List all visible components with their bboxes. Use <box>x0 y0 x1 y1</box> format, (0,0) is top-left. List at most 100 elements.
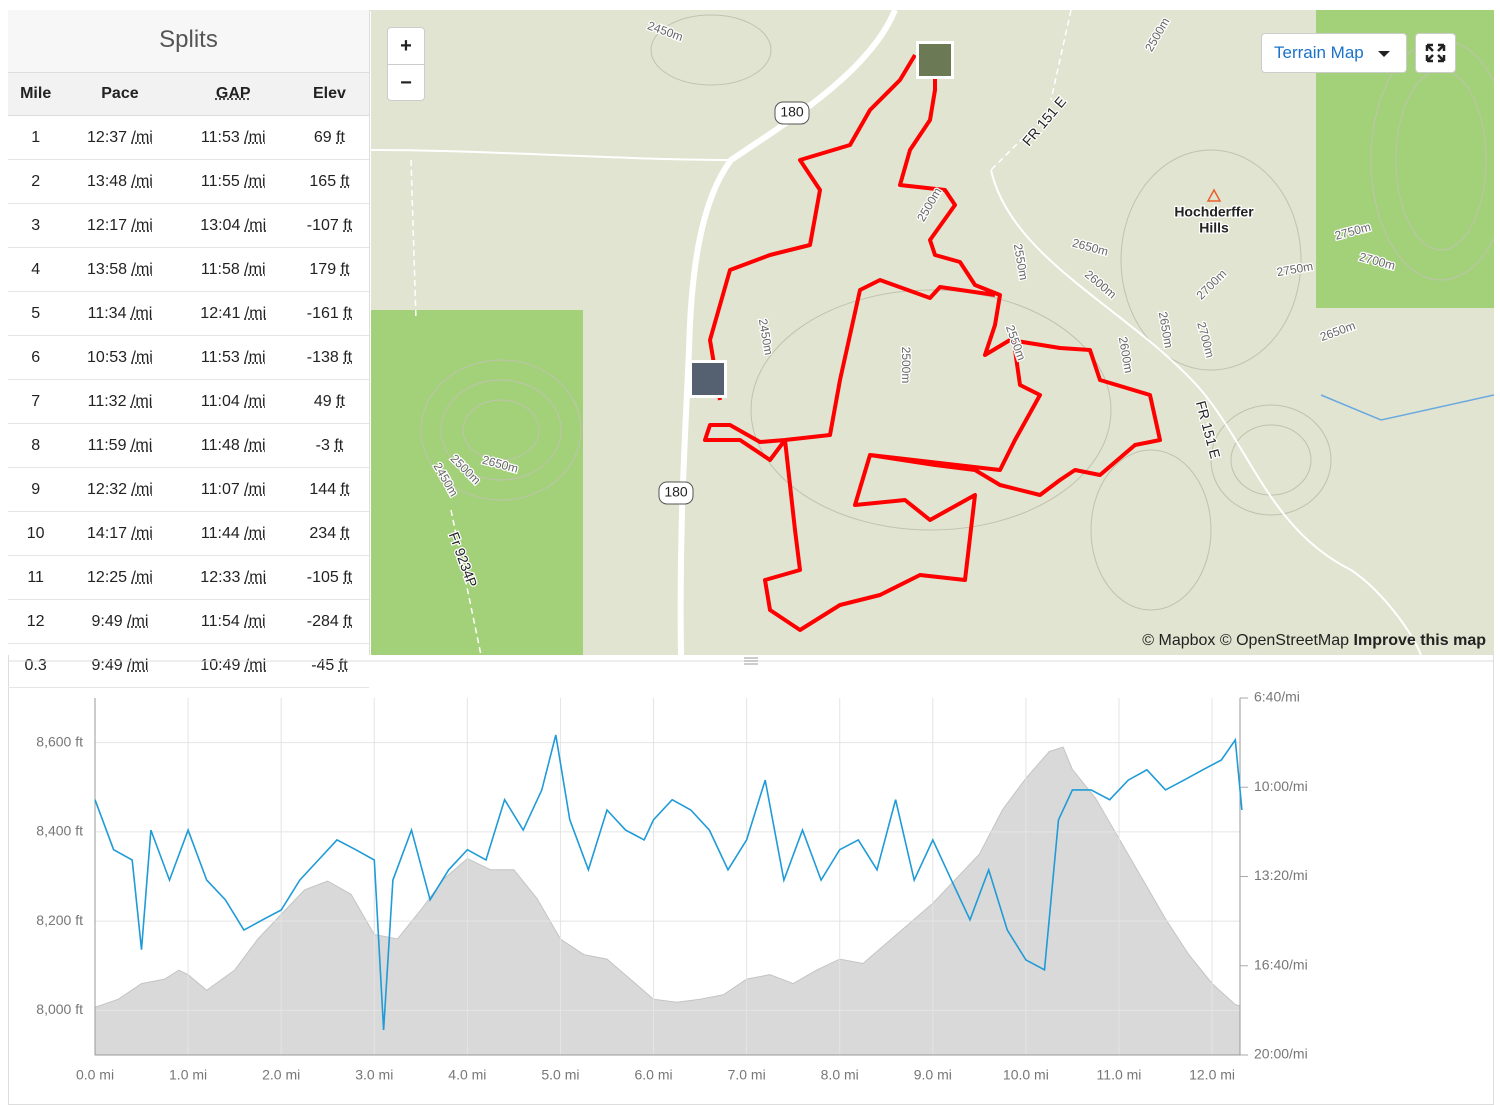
split-cell: 9 <box>8 467 64 512</box>
split-value: 13:58 <box>87 260 128 278</box>
improve-link[interactable]: Improve this map <box>1354 632 1487 649</box>
split-value: 12 <box>26 612 45 630</box>
split-cell: 1 <box>8 115 64 160</box>
split-cell: 5 <box>8 291 64 336</box>
caret <box>1377 51 1390 57</box>
split-value: 11:44 <box>200 524 240 542</box>
split-unit: /mi <box>130 436 153 454</box>
route-shield <box>774 101 810 125</box>
split-value: 11:53 <box>200 128 240 146</box>
split-cell: 13:04 /mi <box>176 203 290 248</box>
y2-tick-label: 10:00/mi <box>1254 778 1308 794</box>
split-unit: ft <box>340 172 350 190</box>
split-value: 9:49 <box>91 612 123 630</box>
split-value: 8 <box>31 436 41 454</box>
split-cell: 10:49 /mi <box>176 643 290 688</box>
split-unit: /mi <box>127 612 149 630</box>
elevation-area <box>94 746 1241 1056</box>
place-label: Hills <box>1199 220 1229 236</box>
fullscreen-button[interactable] <box>1415 33 1456 73</box>
split-unit: /mi <box>131 128 153 146</box>
zoom-in[interactable]: + <box>388 28 424 65</box>
split-cell: 14:17 /mi <box>63 511 177 556</box>
split-cell: 12:25 /mi <box>63 555 177 600</box>
split-cell: 4 <box>8 247 64 292</box>
x-tick-label: 0.0 mi <box>76 1067 114 1083</box>
splits-table: Mile Pace GAP Elev 1 12:37 /mi 11:53 /mi 69 ft 2… <box>8 73 369 688</box>
y2-tick-label: 16:40/mi <box>1254 956 1308 972</box>
split-value: 7 <box>31 392 41 410</box>
split-value: 11:48 <box>200 436 240 454</box>
split-cell: 69 ft <box>289 115 369 160</box>
y-tick-label: 8,400 ft <box>36 823 83 839</box>
split-value: 12:37 <box>87 128 128 146</box>
drag-handle[interactable] <box>744 657 758 665</box>
split-cell: -161 ft <box>289 291 369 336</box>
split-value: -3 <box>315 436 330 454</box>
split-unit: /mi <box>244 304 267 322</box>
split-row: 8 11:59 /mi 11:48 /mi -3 ft <box>8 423 369 468</box>
split-row: 9 12:32 /mi 11:07 /mi 144 ft <box>8 467 369 512</box>
x-tick-label: 12.0 mi <box>1189 1067 1235 1083</box>
split-value: 144 <box>309 480 337 498</box>
split-unit: /mi <box>131 172 153 190</box>
split-unit: /mi <box>131 568 153 586</box>
split-cell: 11:32 /mi <box>63 379 177 424</box>
split-value: 11:32 <box>87 392 127 410</box>
split-row: 4 13:58 /mi 11:58 /mi 179 ft <box>8 247 369 292</box>
split-unit: /mi <box>244 568 267 586</box>
split-unit: ft <box>334 436 344 454</box>
split-value: 11:55 <box>200 172 240 190</box>
split-value: 2 <box>31 172 41 190</box>
split-value: 12:17 <box>87 216 128 234</box>
split-cell: 12:32 /mi <box>63 467 177 512</box>
split-cell: 13:48 /mi <box>63 159 177 204</box>
split-unit: /mi <box>244 612 266 630</box>
split-value: 12:32 <box>87 480 128 498</box>
zoom-out[interactable]: − <box>400 72 412 94</box>
split-cell: 49 ft <box>289 379 369 424</box>
split-unit: /mi <box>244 436 266 454</box>
x-tick-label: 9.0 mi <box>914 1067 952 1083</box>
split-value: -161 <box>306 304 339 322</box>
split-value: 11:59 <box>87 436 127 454</box>
split-value: 11:34 <box>87 304 127 322</box>
split-unit: /mi <box>244 172 266 190</box>
split-value: 49 <box>313 392 332 410</box>
y2-tick-label: 13:20/mi <box>1254 867 1308 883</box>
layer-dropdown[interactable]: Terrain Map <box>1261 33 1407 73</box>
split-cell: 179 ft <box>289 247 369 292</box>
split-cell: 11 <box>8 555 64 600</box>
split-cell: 11:59 /mi <box>63 423 177 468</box>
split-cell: 7 <box>8 379 64 424</box>
split-unit: /mi <box>131 260 153 278</box>
split-cell: 9:49 /mi <box>63 599 177 644</box>
split-cell: 11:48 /mi <box>176 423 290 468</box>
y2-tick-label: 20:00/mi <box>1254 1046 1308 1062</box>
split-unit: /mi <box>131 480 153 498</box>
split-cell: 6 <box>8 335 64 380</box>
split-row: 10 14:17 /mi 11:44 /mi 234 ft <box>8 511 369 556</box>
chart: 8,000 ft 8,200 ft 8,400 ft 8,600 ft 0.0 mi 1.… <box>36 689 1308 1083</box>
split-unit: /mi <box>244 480 266 498</box>
split-cell: 11:34 /mi <box>63 291 177 336</box>
split-cell: 12:17 /mi <box>63 203 177 248</box>
split-unit: ft <box>343 612 353 630</box>
split-cell: 11:44 /mi <box>176 511 290 556</box>
split-unit: /mi <box>131 216 153 234</box>
split-row: 6 10:53 /mi 11:53 /mi -138 ft <box>8 335 369 380</box>
column-header: GAP <box>176 73 290 116</box>
zoom-control: + − <box>387 27 425 101</box>
split-row: 12 9:49 /mi 11:54 /mi -284 ft <box>8 599 369 644</box>
split-value: 11:53 <box>200 348 240 366</box>
place-label: Hochderffer <box>1174 204 1254 220</box>
split-value: 4 <box>31 260 41 278</box>
photo-marker <box>689 360 727 398</box>
split-value: 12:41 <box>200 304 241 322</box>
split-cell: -138 ft <box>289 335 369 380</box>
split-cell: 11:58 /mi <box>176 247 290 292</box>
x-tick-label: 3.0 mi <box>355 1067 393 1083</box>
split-cell: 10 <box>8 511 64 556</box>
split-row: 7 11:32 /mi 11:04 /mi 49 ft <box>8 379 369 424</box>
